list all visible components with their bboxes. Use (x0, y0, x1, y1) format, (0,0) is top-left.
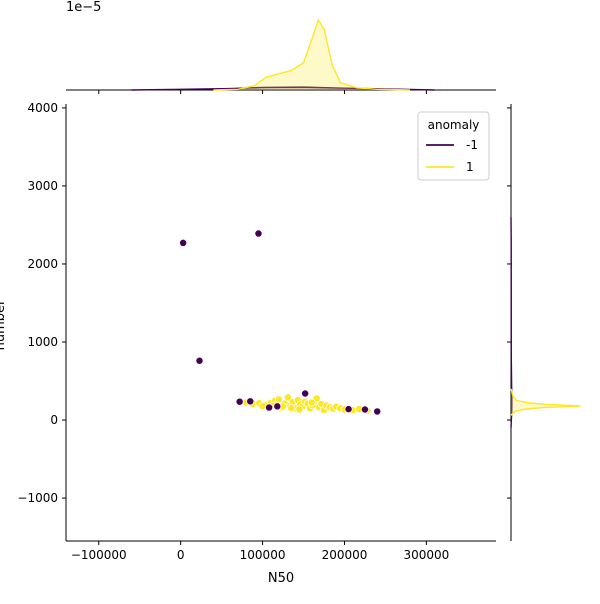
legend-entry-label: 1 (466, 160, 474, 174)
scatter-point (307, 398, 316, 407)
legend-entry-label: -1 (466, 138, 478, 152)
scatter-point (246, 397, 255, 406)
scatter-point (344, 405, 353, 414)
top-density-fill (213, 20, 410, 90)
x-tick-label: 200000 (322, 548, 368, 562)
y-axis-label: number (0, 299, 8, 350)
top-marginal-plot (66, 18, 496, 94)
x-tick-label: −100000 (71, 548, 127, 562)
scatter-point (195, 356, 204, 365)
scatter-point (179, 238, 188, 247)
legend-title: anomaly (428, 118, 480, 132)
y-tick-label: 3000 (27, 179, 58, 193)
top-marginal-offset-label: 1e−5 (66, 0, 101, 15)
x-tick-label: 100000 (240, 548, 286, 562)
scatter-point (287, 403, 296, 412)
scatter-point (258, 402, 267, 410)
scatter-point (361, 405, 369, 414)
y-tick-label: 4000 (27, 101, 58, 115)
right-marginal-plot (507, 104, 581, 541)
y-tick-label: 0 (50, 413, 58, 427)
legend: anomaly -1 1 (417, 111, 490, 181)
scatter-point (295, 405, 304, 414)
scatter-point (265, 403, 274, 412)
scatter-point (235, 397, 244, 406)
x-axis-label: N50 (268, 571, 294, 586)
y-tick-label: −1000 (17, 491, 58, 505)
legend-box (417, 111, 490, 181)
scatter-point (301, 389, 310, 398)
scatter-point (284, 393, 292, 402)
scatter-point (254, 229, 263, 238)
main-scatter-plot: −100000 0 100000 200000 300000 −1000 0 1000 2000… (17, 101, 496, 562)
y-tick-label: 2000 (27, 257, 58, 271)
scatter-point (273, 402, 282, 411)
right-density-line (510, 388, 581, 416)
x-tick-label: 0 (177, 548, 185, 562)
y-tick-label: 1000 (27, 335, 58, 349)
top-density-line (213, 18, 411, 91)
scatter-point (373, 407, 382, 416)
x-tick-label: 300000 (403, 548, 449, 562)
